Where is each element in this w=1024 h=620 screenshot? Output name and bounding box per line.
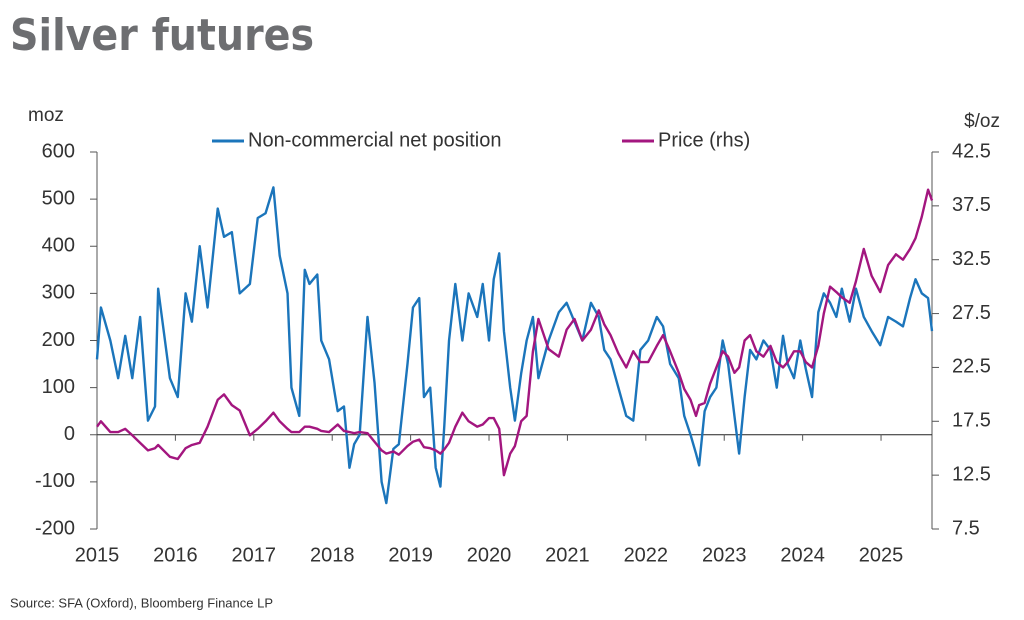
x-tick-label: 2025	[859, 544, 904, 566]
y-axis-label: moz	[28, 105, 64, 126]
x-tick-label: 2018	[310, 544, 355, 566]
x-tick-label: 2024	[780, 544, 825, 566]
x-tick-label: 2022	[624, 544, 669, 566]
y2-tick-label: 32.5	[952, 248, 991, 270]
y-tick-label: -200	[35, 517, 75, 539]
y2-axis-label: $/oz	[964, 111, 1000, 132]
source-note: Source: SFA (Oxford), Bloomberg Finance …	[10, 595, 273, 610]
y2-tick-label: 37.5	[952, 194, 991, 216]
y-tick-label: 400	[42, 235, 75, 257]
x-tick-label: 2023	[702, 544, 747, 566]
y-tick-label: 0	[64, 423, 75, 445]
y-tick-label: 200	[42, 329, 75, 351]
x-tick-label: 2015	[75, 544, 120, 566]
y2-tick-label: 7.5	[952, 517, 980, 539]
x-tick-label: 2020	[467, 544, 512, 566]
y-tick-label: 500	[42, 187, 75, 209]
legend-label: Non-commercial net position	[248, 129, 501, 151]
y-tick-label: 100	[42, 376, 75, 398]
x-tick-label: 2016	[153, 544, 198, 566]
y-tick-label: -100	[35, 470, 75, 492]
legend-label: Price (rhs)	[658, 129, 750, 151]
x-tick-label: 2017	[232, 544, 277, 566]
y2-tick-label: 27.5	[952, 302, 991, 324]
y2-tick-label: 17.5	[952, 410, 991, 432]
series-line	[96, 188, 934, 477]
x-tick-label: 2019	[388, 544, 433, 566]
y2-tick-label: 42.5	[952, 140, 991, 162]
series-line	[95, 186, 934, 505]
y-tick-label: 600	[42, 140, 75, 162]
chart-title: Silver futures	[10, 10, 314, 61]
y-tick-label: 300	[42, 282, 75, 304]
y2-tick-label: 12.5	[952, 463, 991, 485]
y2-tick-label: 22.5	[952, 356, 991, 378]
x-tick-label: 2021	[545, 544, 590, 566]
